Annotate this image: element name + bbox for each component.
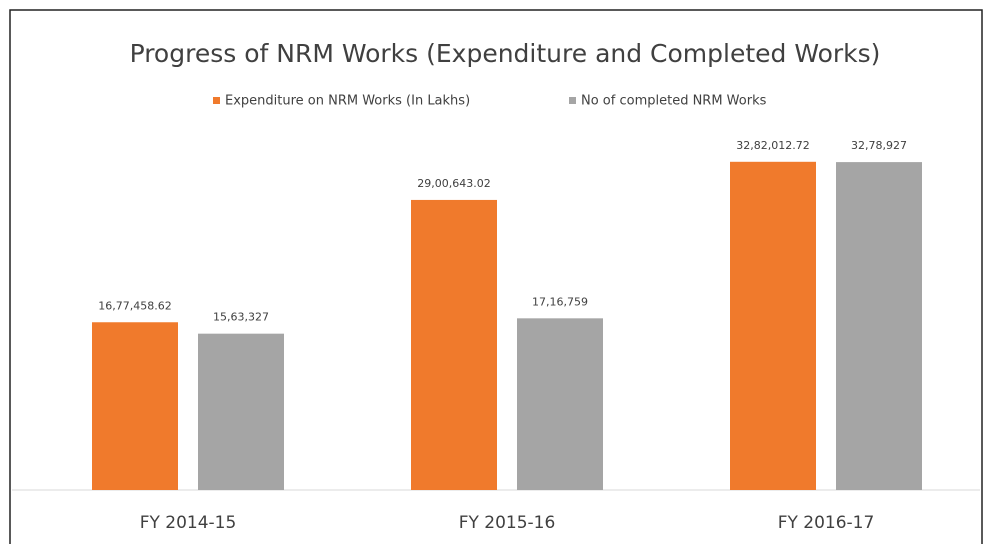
legend: Expenditure on NRM Works (In Lakhs) No of… [213,94,767,109]
data-label: 15,63,327 [213,311,269,324]
legend-swatch [569,97,576,104]
data-label: 17,16,759 [532,295,588,308]
data-label: 16,77,458.62 [98,299,171,312]
x-tick-label: FY 2015-16 [459,513,556,533]
x-tick-label: FY 2014-15 [140,513,237,533]
x-tick-label: FY 2016-17 [778,513,875,533]
legend-label: Expenditure on NRM Works (In Lakhs) [225,94,470,109]
chart-title: Progress of NRM Works (Expenditure and C… [130,39,881,68]
bar [92,322,178,490]
legend-label: No of completed NRM Works [581,94,767,109]
bar [198,333,284,490]
legend-swatch [213,97,220,104]
bar [836,162,922,490]
bar [730,161,816,491]
data-label: 32,78,927 [851,139,907,152]
data-label: 32,82,012.72 [736,139,809,152]
bar [411,199,497,490]
bar [517,318,603,490]
data-label: 29,00,643.02 [417,177,490,190]
